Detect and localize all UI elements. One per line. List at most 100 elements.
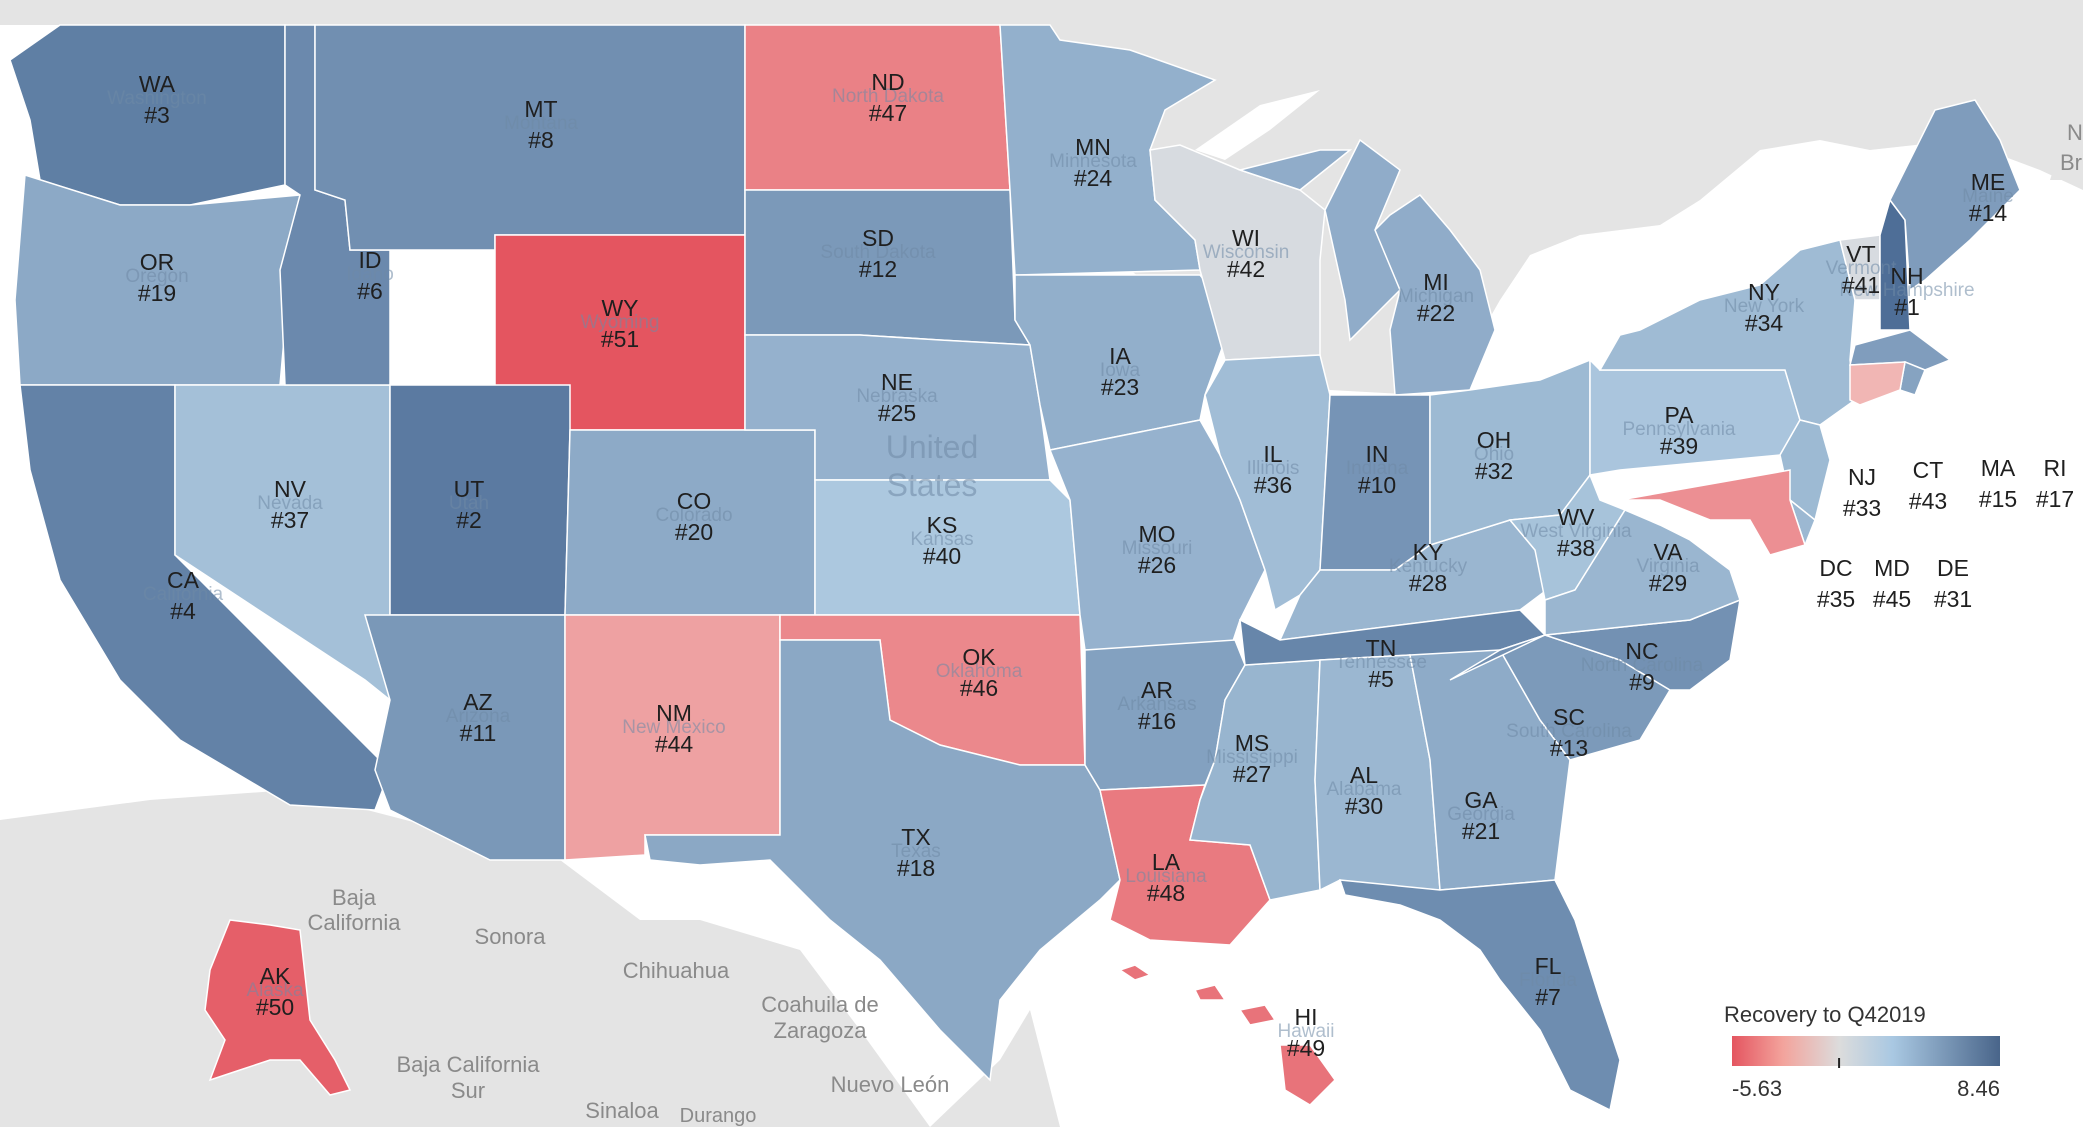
state-rank-in: #10 (1358, 472, 1396, 498)
state-fullname-wy: Wyoming (580, 312, 659, 333)
state-abbr-wy: WY (601, 295, 638, 321)
state-abbr-ri: RI (2044, 455, 2067, 481)
state-rank-mt: #8 (528, 127, 554, 153)
state-fullname-nd: North Dakota (832, 86, 944, 107)
state-fullname-in: Indiana (1346, 458, 1409, 479)
state-fullname-vt: Vermont (1826, 258, 1897, 279)
state-md[interactable] (1619, 469, 1806, 556)
chihuahua-label: Chihuahua (623, 958, 730, 983)
state-abbr-mo: MO (1138, 521, 1175, 547)
state-rank-ms: #27 (1233, 761, 1271, 787)
state-fullname-hi: Hawaii (1277, 1021, 1334, 1042)
state-rank-pa: #39 (1660, 433, 1698, 459)
state-fullname-sd: South Dakota (820, 242, 936, 263)
coahuila-label-2: Zaragoza (774, 1018, 868, 1043)
states-layer (9, 24, 2021, 1112)
state-fullname-wi: Wisconsin (1203, 242, 1290, 263)
state-rank-id: #6 (357, 278, 383, 304)
state-abbr-nv: NV (274, 476, 307, 502)
state-rank-nm: #44 (655, 731, 694, 757)
state-abbr-fl: FL (1535, 953, 1562, 979)
state-ne[interactable] (744, 334, 1051, 481)
state-fullname-pa: Pennsylvania (1622, 419, 1735, 440)
state-abbr-wi: WI (1232, 225, 1260, 251)
state-abbr-ak: AK (260, 963, 291, 989)
state-hi[interactable] (1118, 964, 1336, 1106)
sonora-label: Sonora (475, 924, 547, 949)
state-abbr-id: ID (359, 247, 382, 273)
legend-min-label: -5.63 (1732, 1076, 1782, 1101)
state-fullname-oh: Ohio (1474, 444, 1514, 465)
state-rank-me: #14 (1969, 200, 2008, 226)
state-abbr-tn: TN (1366, 635, 1397, 661)
legend-max-label: 8.46 (1957, 1076, 2000, 1101)
state-rank-ri: #17 (2036, 486, 2074, 512)
state-rank-ar: #16 (1138, 708, 1176, 734)
state-fullname-az: Arizona (446, 706, 511, 727)
state-fullname-ar: Arkansas (1117, 694, 1196, 715)
state-fullname-co: Colorado (655, 505, 732, 526)
state-abbr-ok: OK (962, 644, 996, 670)
state-ak[interactable] (204, 919, 352, 1096)
state-fullname-ak: Alaska (246, 980, 303, 1001)
state-fullname-fl: Florida (1519, 970, 1578, 991)
state-abbr-hi: HI (1295, 1004, 1318, 1030)
united-states-label-2: States (887, 467, 978, 503)
state-rank-al: #30 (1345, 793, 1383, 819)
state-fl[interactable] (1338, 879, 1621, 1112)
state-fullname-tn: Tennessee (1335, 652, 1427, 673)
state-abbr-ia: IA (1109, 343, 1131, 369)
state-abbr-me: ME (1971, 169, 2006, 195)
state-abbr-md: MD (1874, 555, 1910, 581)
state-fullname-id: Idaho (346, 264, 394, 285)
state-va[interactable] (1544, 509, 1741, 636)
state-rank-ak: #50 (256, 994, 294, 1020)
state-rank-ga: #21 (1462, 818, 1500, 844)
state-rank-fl: #7 (1535, 984, 1561, 1010)
state-fullname-nv: Nevada (257, 493, 323, 514)
lake-superior (1195, 90, 1320, 160)
state-abbr-sc: SC (1553, 704, 1585, 730)
state-rank-va: #29 (1649, 570, 1687, 596)
state-fullname-va: Virginia (1636, 556, 1699, 577)
state-ct[interactable] (1849, 361, 1906, 406)
state-fullname-ok: Oklahoma (936, 661, 1023, 682)
state-abbr-mn: MN (1075, 134, 1111, 160)
state-fullname-ks: Kansas (910, 529, 973, 550)
state-rank-ny: #34 (1745, 310, 1784, 336)
state-rank-ks: #40 (923, 543, 961, 569)
state-abbr-ga: GA (1464, 787, 1498, 813)
state-abbr-la: LA (1152, 849, 1181, 875)
state-rank-vt: #41 (1842, 272, 1880, 298)
state-fullname-mo: Missouri (1122, 538, 1193, 559)
state-tx[interactable] (644, 639, 1121, 1082)
state-il[interactable] (1204, 354, 1331, 612)
state-abbr-nd: ND (871, 69, 904, 95)
state-wi[interactable] (1149, 144, 1326, 361)
state-rank-nc: #9 (1629, 669, 1655, 695)
state-fullname-mn: Minnesota (1049, 151, 1137, 172)
state-abbr-ma: MA (1981, 455, 2016, 481)
state-rank-wa: #3 (144, 102, 170, 128)
state-fullname-ia: Iowa (1100, 360, 1141, 381)
state-abbr-ky: KY (1413, 539, 1444, 565)
united-states-label-1: United (886, 429, 979, 465)
state-abbr-nc: NC (1625, 638, 1658, 664)
state-fullname-ca: California (143, 584, 224, 605)
state-fullname-ny: New York (1724, 296, 1805, 317)
state-abbr-ct: CT (1913, 457, 1944, 483)
state-fullname-wv: West Virginia (1520, 521, 1632, 542)
state-fullname-wa: Washington (107, 88, 207, 109)
state-abbr-va: VA (1654, 539, 1684, 565)
state-abbr-dc: DC (1819, 555, 1852, 581)
state-rank-co: #20 (675, 519, 713, 545)
state-me[interactable] (1889, 99, 2021, 292)
state-abbr-vt: VT (1846, 241, 1875, 267)
state-fullname-al: Alabama (1327, 779, 1402, 800)
state-fullname-mi: Michigan (1398, 286, 1474, 307)
state-rank-az: #11 (460, 720, 497, 746)
legend-title: Recovery to Q42019 (1724, 1002, 1926, 1027)
